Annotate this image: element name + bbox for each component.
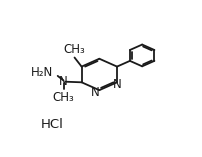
Text: CH₃: CH₃ — [52, 91, 74, 104]
Text: H₂N: H₂N — [31, 66, 53, 79]
Text: N: N — [113, 78, 121, 92]
Text: N: N — [59, 75, 67, 88]
Text: HCl: HCl — [41, 117, 64, 130]
Text: CH₃: CH₃ — [63, 43, 85, 56]
Text: N: N — [90, 86, 99, 99]
